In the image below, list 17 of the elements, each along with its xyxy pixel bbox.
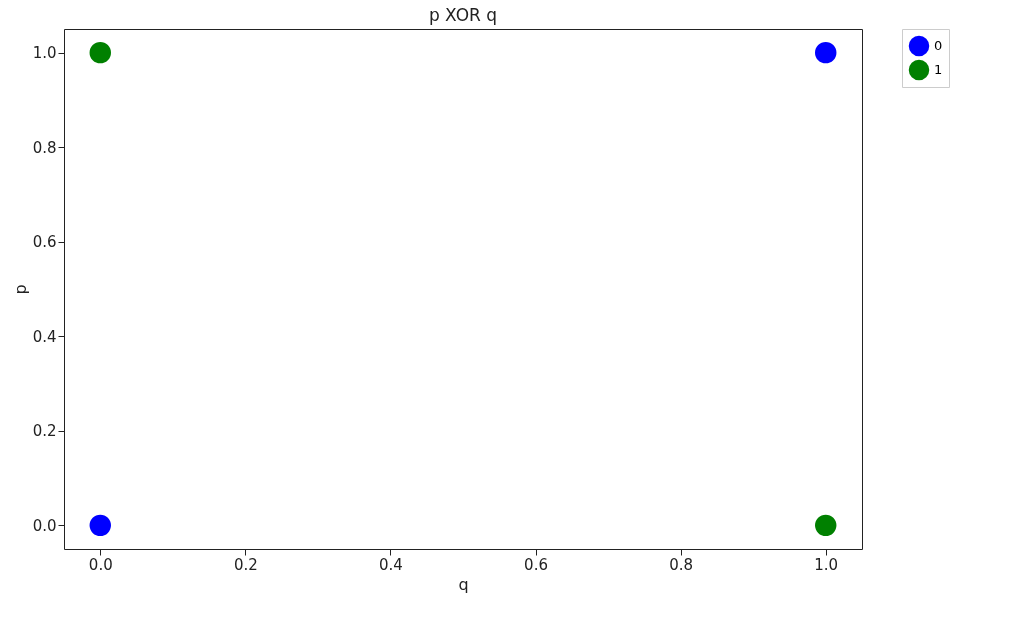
x-tick-label: 0.8 (669, 555, 694, 574)
chart-title: p XOR q (428, 4, 498, 25)
x-tick-label: 1.0 (814, 555, 839, 574)
x-tick-label: 0.0 (88, 555, 113, 574)
y-tick-label: 0.4 (32, 327, 57, 346)
y-tick-label: 0.2 (32, 422, 57, 441)
legend-label: 0 (934, 38, 943, 53)
x-tick-label: 0.4 (379, 555, 403, 574)
legend-label: 1 (934, 62, 943, 77)
x-axis-title: q (458, 574, 469, 594)
x-tick-label: 0.2 (233, 555, 258, 574)
y-tick-label: 1.0 (32, 44, 57, 63)
y-axis-title: p (10, 284, 30, 295)
y-tick-label: 0.0 (32, 516, 57, 535)
y-tick-label: 0.6 (32, 233, 57, 252)
x-tick-label: 0.6 (524, 555, 548, 574)
y-tick-label: 0.8 (32, 138, 57, 157)
